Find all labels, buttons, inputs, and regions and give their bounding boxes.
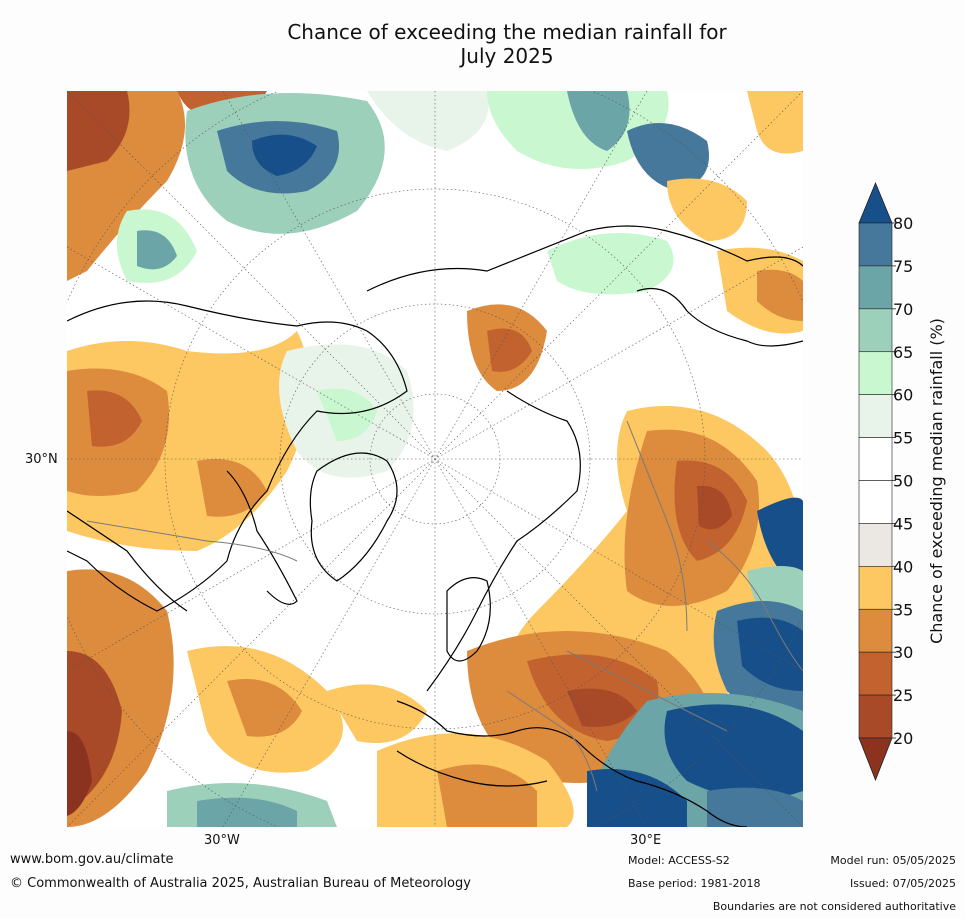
anomaly-patch (757, 269, 803, 321)
footer-base-period: Base period: 1981-2018 (628, 877, 761, 890)
lon-label-30e: 30°E (630, 833, 662, 848)
colorbar-tick-label: 30 (893, 643, 913, 662)
colorbar-band (858, 308, 893, 353)
anomaly-patch (667, 178, 747, 241)
footer-copyright: © Commonwealth of Australia 2025, Austra… (10, 876, 471, 891)
colorbar-tick-label: 50 (893, 472, 913, 491)
coastline (396, 750, 548, 787)
footer-model-run: Model run: 05/05/2025 (830, 854, 956, 867)
lon-label-30w: 30°W (204, 833, 240, 848)
anomaly-patch (707, 787, 803, 827)
anomaly-patch (487, 328, 532, 372)
colorbar: 80 75 70 65 60 55 50 45 40 35 30 25 20 Chance of exc… (858, 181, 946, 782)
coastlines (67, 225, 803, 827)
colorbar-tick-label: 45 (893, 514, 913, 533)
anomaly-patch (697, 485, 732, 530)
colorbar-tick-label: 75 (893, 257, 913, 276)
colorbar-band (858, 694, 893, 739)
title-line-2: July 2025 (460, 44, 554, 68)
border (506, 690, 598, 792)
anomaly-patch (627, 123, 709, 191)
anomaly-patch (737, 617, 803, 691)
anomaly-patch (137, 230, 177, 270)
coastline (426, 390, 581, 692)
anomaly-patch (367, 91, 489, 151)
footer-issued: Issued: 07/05/2025 (849, 877, 956, 890)
title-line-1: Chance of exceeding the median rainfall … (287, 20, 727, 44)
colorbar-ticks: 80 75 70 65 60 55 50 45 40 35 30 25 20 (892, 214, 913, 748)
colorbar-tick-label: 65 (893, 343, 913, 362)
colorbar-tick-label: 35 (893, 600, 913, 619)
anomaly-patch (567, 91, 630, 151)
colorbar-band (858, 222, 893, 267)
coastline (446, 577, 491, 662)
colorbar-band (858, 351, 893, 395)
colorbar-band (858, 437, 893, 481)
colorbar-band (858, 608, 893, 653)
border (626, 420, 688, 632)
footer-website: www.bom.gov.au/climate (10, 852, 174, 867)
anomaly-patch (197, 459, 267, 517)
colorbar-band (858, 480, 893, 524)
coastline (309, 452, 398, 582)
footer-disclaimer: Boundaries are not considered authoritat… (712, 900, 956, 913)
graticule (67, 91, 803, 827)
coastline (396, 700, 748, 827)
map-title: Chance of exceeding the median rainfall … (0, 20, 965, 68)
map-canvas (67, 91, 803, 827)
colorbar-tick-label: 60 (893, 386, 913, 405)
border (706, 540, 803, 672)
lat-label-30n: 30°N (25, 452, 58, 467)
colorbar-tick-label: 80 (893, 214, 913, 233)
colorbar-tick-label: 20 (893, 729, 913, 748)
coastline (226, 470, 298, 605)
anomaly-patch (664, 704, 803, 799)
coastline (366, 225, 803, 292)
coastline (636, 287, 803, 347)
rainfall-map (67, 91, 803, 827)
anomaly-patch (87, 390, 142, 447)
border (86, 520, 298, 562)
coastline (67, 300, 408, 612)
footer-model: Model: ACCESS-S2 (628, 854, 730, 867)
anomaly-patch (587, 769, 687, 827)
borders (86, 420, 803, 792)
coastline (67, 510, 188, 612)
anomaly-patch (327, 684, 427, 743)
anomaly-patch (67, 731, 92, 816)
colorbar-band (858, 265, 893, 310)
anomaly-patch (67, 91, 130, 171)
colorbar-bands (858, 222, 893, 739)
anomaly-patch (567, 688, 637, 727)
colorbar-band (858, 523, 893, 567)
colorbar-over-arrow (858, 181, 893, 224)
colorbar-tick-label: 25 (893, 686, 913, 705)
colorbar-band (858, 651, 893, 696)
anomaly-patch (197, 797, 297, 827)
colorbar-label: Chance of exceeding median rainfall (%) (927, 318, 946, 644)
anomaly-patch (317, 388, 377, 441)
colorbar-tick-label: 70 (893, 300, 913, 319)
anomaly-patch (252, 134, 317, 176)
anomaly-patch (547, 233, 674, 295)
colorbar-band (858, 566, 893, 610)
anomaly-patch (747, 91, 803, 154)
border (566, 650, 728, 732)
colorbar-under-arrow (858, 737, 893, 782)
colorbar-tick-label: 40 (893, 557, 913, 576)
colorbar-tick-label: 55 (893, 429, 913, 448)
colorbar-band (858, 394, 893, 438)
